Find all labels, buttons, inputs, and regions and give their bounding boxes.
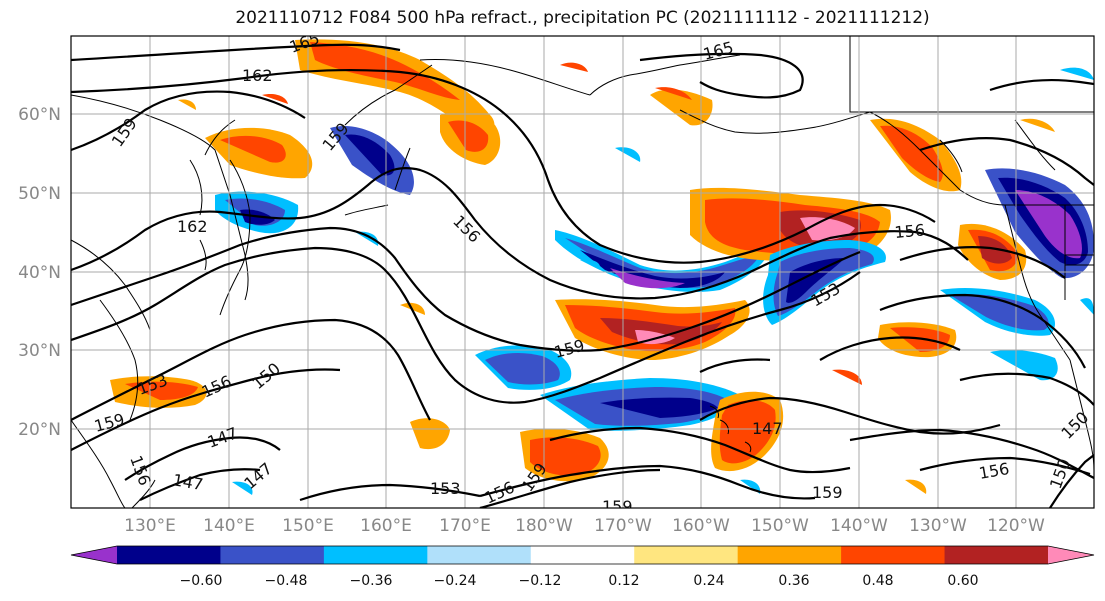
lon-label: 140°E [203, 516, 255, 536]
lon-label: 150°E [282, 516, 334, 536]
contour-label: 162 [242, 66, 273, 85]
contour-label: 156 [894, 220, 926, 242]
colorbar-bin [117, 546, 221, 564]
colorbar: −0.60 −0.48 −0.36 −0.24 −0.12 0.12 0.24 … [71, 546, 1094, 589]
colorbar-bin [634, 546, 738, 564]
colorbar-bin [841, 546, 945, 564]
lat-label-20n: 20°N [18, 420, 61, 440]
lon-label: 170°E [439, 516, 491, 536]
colorbar-tick-label: 0.24 [693, 573, 724, 589]
contour-label: 159 [602, 497, 633, 516]
colorbar-bin [220, 546, 324, 564]
colorbar-tick-label: −0.36 [350, 573, 393, 589]
contour-label: 159 [812, 483, 843, 502]
map-figure: 165 162 165 159 159 162 156 156 153 159 … [0, 0, 1105, 601]
lon-label: 120°W [987, 516, 1045, 536]
lat-label-30n: 30°N [18, 341, 61, 361]
colorbar-tick-label: −0.12 [519, 573, 562, 589]
lon-label: 160°E [360, 516, 412, 536]
map-plot-area: 165 162 165 159 159 162 156 156 153 159 … [71, 28, 1094, 516]
colorbar-bin [531, 546, 635, 564]
lon-label: 150°W [751, 516, 809, 536]
contour-label: 153 [430, 479, 461, 498]
lat-label-40n: 40°N [18, 263, 61, 283]
colorbar-tick-label: 0.48 [862, 573, 893, 589]
contour-label: 162 [177, 217, 208, 236]
colorbar-extend-low [71, 546, 117, 564]
lon-label: 140°W [830, 516, 888, 536]
lat-label-60n: 60°N [18, 105, 61, 125]
longitude-labels: 130°E 140°E 150°E 160°E 170°E 180°W 170°… [124, 516, 1045, 536]
colorbar-tick-labels: −0.60 −0.48 −0.36 −0.24 −0.12 0.12 0.24 … [180, 573, 979, 589]
colorbar-bin [945, 546, 1049, 564]
colorbar-bin [738, 546, 842, 564]
colorbar-tick-label: 0.36 [778, 573, 809, 589]
lon-label: 180°W [515, 516, 573, 536]
colorbar-tick-label: 0.60 [947, 573, 978, 589]
colorbar-tick-label: −0.60 [180, 573, 223, 589]
lon-label: 170°W [594, 516, 652, 536]
colorbar-bin [427, 546, 531, 564]
latitude-labels: 60°N 50°N 40°N 30°N 20°N [18, 105, 61, 440]
contour-label: 147 [752, 419, 783, 438]
colorbar-extend-high [1048, 546, 1094, 564]
colorbar-tick-label: −0.24 [434, 573, 477, 589]
lon-label: 130°E [124, 516, 176, 536]
lon-label: 130°W [909, 516, 967, 536]
colorbar-tick-label: 0.12 [608, 573, 639, 589]
colorbar-bins [71, 546, 1094, 564]
lat-label-50n: 50°N [18, 184, 61, 204]
colorbar-bin [324, 546, 428, 564]
lon-label: 160°W [672, 516, 730, 536]
colorbar-tick-label: −0.48 [265, 573, 308, 589]
